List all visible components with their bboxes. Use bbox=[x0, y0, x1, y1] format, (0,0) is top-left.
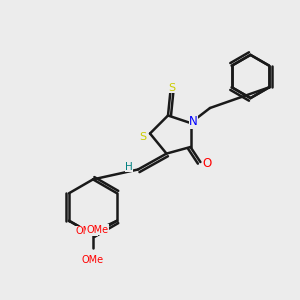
Text: OMe: OMe bbox=[76, 226, 98, 236]
Text: S: S bbox=[168, 83, 175, 93]
Text: O: O bbox=[202, 157, 211, 170]
Text: OMe: OMe bbox=[87, 225, 109, 235]
Text: H: H bbox=[125, 161, 133, 172]
Text: S: S bbox=[139, 131, 146, 142]
Text: OMe: OMe bbox=[82, 255, 104, 265]
Text: N: N bbox=[189, 115, 198, 128]
